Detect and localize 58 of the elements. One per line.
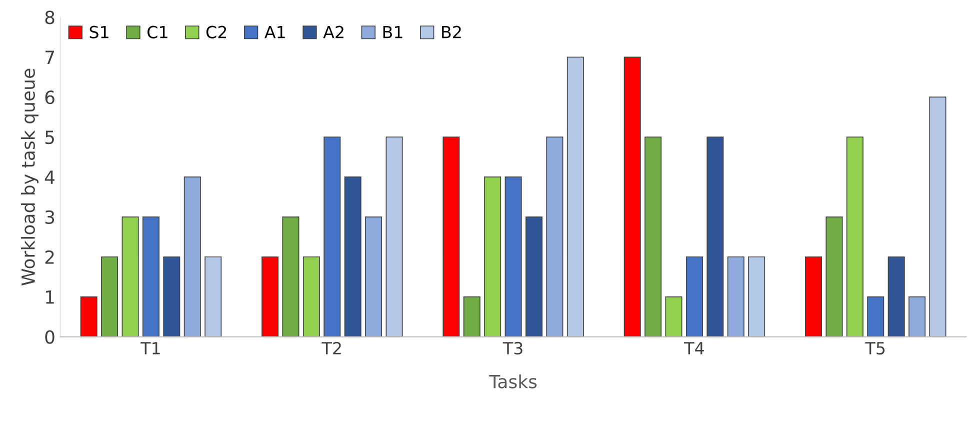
bar (163, 256, 180, 337)
bar (624, 56, 641, 337)
bar (908, 296, 926, 337)
y-tick-label: 8 (45, 10, 54, 24)
bar (929, 96, 946, 337)
x-tick-label: T4 (684, 342, 704, 354)
bar (484, 176, 502, 337)
bar (846, 136, 864, 337)
legend-label: B1 (383, 26, 402, 38)
legend-label: A1 (264, 26, 285, 38)
bar (204, 256, 222, 337)
legend-label: S1 (90, 26, 108, 38)
y-tick-label: 6 (45, 90, 54, 104)
bar (262, 256, 279, 337)
bar (665, 296, 682, 337)
legend-label: C1 (148, 26, 168, 38)
x-tick-label: T2 (322, 342, 341, 354)
bar (324, 136, 341, 337)
y-tick-label: 5 (45, 130, 54, 144)
bar (644, 136, 662, 337)
bar (122, 216, 139, 337)
bar (365, 216, 382, 337)
bar (282, 216, 300, 337)
bar (101, 256, 118, 337)
bar (142, 216, 160, 337)
legend-label: A2 (323, 26, 344, 38)
y-axis-title: Workload by task queue (21, 68, 38, 286)
bar (826, 216, 843, 337)
legend-label: C2 (206, 26, 226, 38)
y-tick-label: 7 (46, 50, 54, 64)
bar (80, 296, 98, 337)
bar (526, 216, 542, 337)
x-tick-label: T3 (502, 342, 522, 355)
y-tick-label: 0 (45, 330, 54, 344)
bar (302, 256, 320, 337)
y-tick-label: 4 (44, 170, 55, 184)
bar (184, 176, 201, 337)
bar (888, 256, 905, 337)
bar (805, 256, 822, 337)
bar (867, 296, 884, 337)
y-tick-label: 2 (45, 250, 54, 264)
bar (566, 56, 584, 337)
bar (504, 176, 522, 337)
legend-label: B2 (442, 26, 461, 38)
x-tick-label: T1 (140, 342, 160, 354)
bar (442, 136, 460, 337)
bar (463, 296, 480, 337)
bar (686, 256, 703, 337)
bar (386, 136, 403, 337)
x-axis-title: Tasks (489, 374, 537, 388)
y-tick-label: 1 (46, 290, 54, 304)
y-tick-label: 3 (45, 210, 54, 224)
bar (727, 256, 744, 337)
bar (748, 256, 766, 337)
bar (546, 136, 564, 337)
x-tick-label: T5 (865, 342, 885, 355)
bar (706, 136, 724, 337)
bar (344, 176, 362, 337)
